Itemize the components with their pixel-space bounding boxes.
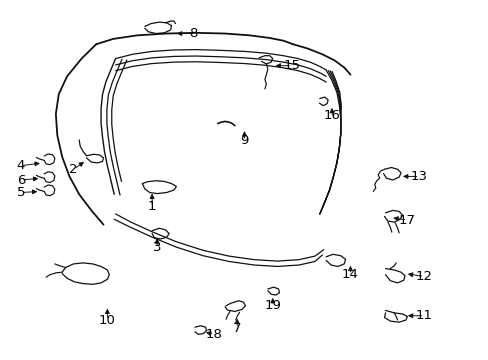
Text: 13: 13 [410,170,427,183]
Text: 8: 8 [189,27,197,40]
Text: 2: 2 [69,163,78,176]
Text: 19: 19 [264,299,281,312]
Text: 3: 3 [152,241,161,255]
Text: 14: 14 [342,268,358,281]
Text: 9: 9 [240,134,248,147]
Text: 7: 7 [232,322,241,335]
Text: 12: 12 [415,270,432,283]
Text: 17: 17 [398,213,415,226]
Text: 11: 11 [415,309,432,322]
Text: 1: 1 [147,200,156,213]
Text: 10: 10 [99,314,116,327]
Text: 6: 6 [17,174,25,186]
Text: 5: 5 [17,186,25,199]
Text: 18: 18 [205,328,223,341]
Text: 4: 4 [17,159,25,172]
Text: 16: 16 [323,109,340,122]
Text: 15: 15 [283,59,300,72]
